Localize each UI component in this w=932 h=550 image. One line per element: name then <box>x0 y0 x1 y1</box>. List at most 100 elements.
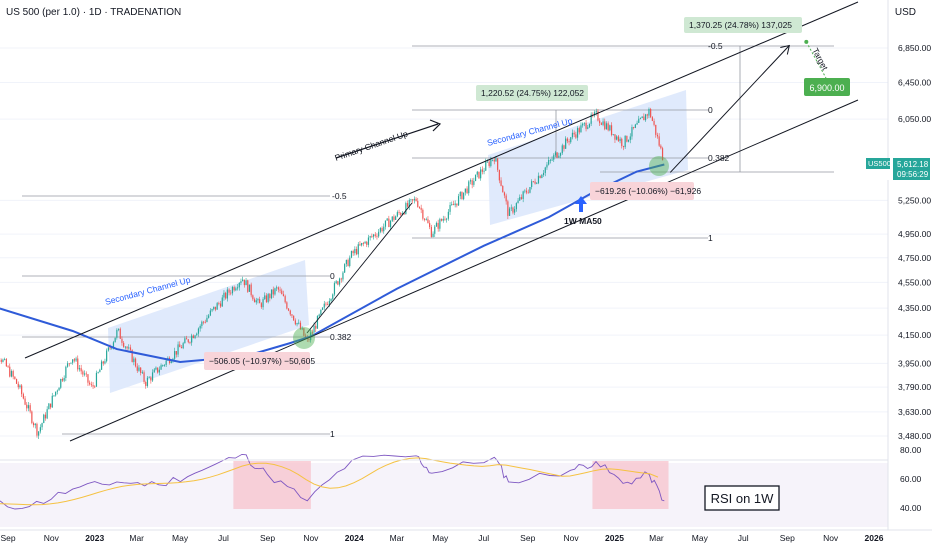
candle-body <box>398 212 400 213</box>
candle-body <box>276 287 278 289</box>
y-tick-label: 4,950.00 <box>898 229 931 239</box>
candle-body <box>525 190 528 193</box>
candle-body <box>449 204 451 212</box>
candle-body <box>291 314 293 316</box>
candle-body <box>599 120 601 124</box>
candle-body <box>124 346 126 348</box>
candle-body <box>469 180 472 182</box>
candle-body <box>230 292 232 294</box>
x-tick-label: Jul <box>218 533 229 543</box>
candle-body <box>136 366 138 371</box>
candle-body <box>192 335 194 339</box>
candle-body <box>107 347 109 351</box>
candle-body <box>325 303 327 305</box>
candle-body <box>121 338 123 343</box>
candle-body <box>31 411 33 424</box>
rsi-y-tick-label: 80.00 <box>900 445 922 455</box>
candle-body <box>272 289 274 295</box>
x-tick-label: Mar <box>649 533 664 543</box>
candle-body <box>49 403 52 408</box>
candle-body <box>26 404 28 409</box>
candle-body <box>386 218 388 221</box>
candle-body <box>464 188 466 193</box>
candle-body <box>247 280 249 292</box>
candle-body <box>374 234 376 236</box>
candle-body <box>240 281 242 283</box>
candle-body <box>485 161 487 171</box>
candle-body <box>129 347 132 350</box>
candle-body <box>371 236 373 237</box>
candle-body <box>512 207 514 213</box>
candle-body <box>104 361 106 364</box>
price-tag <box>893 158 930 180</box>
y-tick-label: 3,790.00 <box>898 382 931 392</box>
candle-body <box>335 281 337 284</box>
candle-body <box>551 159 553 161</box>
candle-body <box>141 372 143 374</box>
candle-body <box>10 371 13 377</box>
secondary-channel-label-1: Secondary Channel Up <box>104 274 192 306</box>
candle-body <box>570 137 572 143</box>
candle-body <box>175 351 177 355</box>
candle-body <box>245 280 247 286</box>
candle-body <box>440 219 443 221</box>
candle-body <box>381 228 383 232</box>
candle-body <box>656 134 659 137</box>
candle-body <box>622 146 625 148</box>
candle-body <box>605 123 608 130</box>
candle-body <box>463 192 465 200</box>
candle-body <box>157 367 159 373</box>
candle-body <box>60 379 62 388</box>
candle-body <box>655 124 657 135</box>
primary-channel-arrowhead <box>429 119 442 132</box>
candle-body <box>274 288 276 295</box>
candle-body <box>514 209 516 213</box>
candle-body <box>344 264 346 273</box>
candle-body <box>376 235 378 237</box>
candle-body <box>583 122 585 124</box>
candle-body <box>345 259 347 265</box>
candle-body <box>303 328 305 336</box>
candle-body <box>561 145 563 154</box>
candle-body <box>39 427 41 432</box>
candle-body <box>330 298 332 301</box>
candle-body <box>318 314 320 317</box>
fib-label-one-1: 1 <box>330 429 335 439</box>
candle-body <box>208 315 210 318</box>
symbol-badge <box>866 158 890 169</box>
candle-body <box>73 359 75 361</box>
candle-body <box>284 296 286 303</box>
candle-body <box>585 122 587 129</box>
candle-body <box>117 328 120 330</box>
candle-body <box>357 244 359 255</box>
candle-body <box>5 359 7 367</box>
candle-body <box>279 289 281 291</box>
candle-body <box>527 192 529 194</box>
secondary-channel-box-1 <box>108 260 309 393</box>
ma-label: 1W MA50 <box>564 216 602 226</box>
candle-body <box>97 372 99 373</box>
candle-body <box>500 180 502 186</box>
candle-body <box>408 199 410 207</box>
candle-body <box>510 207 512 209</box>
candle-body <box>423 218 426 220</box>
candle-body <box>294 320 296 325</box>
fib-label-one-2: 1 <box>708 233 713 243</box>
candle-body <box>252 295 254 300</box>
target-badge <box>804 78 850 96</box>
candle-body <box>587 127 589 129</box>
countdown-text: 09:56:29 <box>897 170 929 179</box>
rsi-panel <box>0 453 888 527</box>
candle-body <box>549 159 551 161</box>
candle-body <box>22 394 24 399</box>
candle-body <box>277 287 279 290</box>
candle-body <box>457 196 460 206</box>
candle-body <box>372 234 375 237</box>
y-tick-label: 4,350.00 <box>898 303 931 313</box>
y-tick-label: 4,150.00 <box>898 330 931 340</box>
candle-body <box>597 111 599 121</box>
candle-body <box>89 382 91 385</box>
candle-body <box>342 272 344 280</box>
candle-body <box>626 135 628 142</box>
candle-body <box>619 138 621 142</box>
